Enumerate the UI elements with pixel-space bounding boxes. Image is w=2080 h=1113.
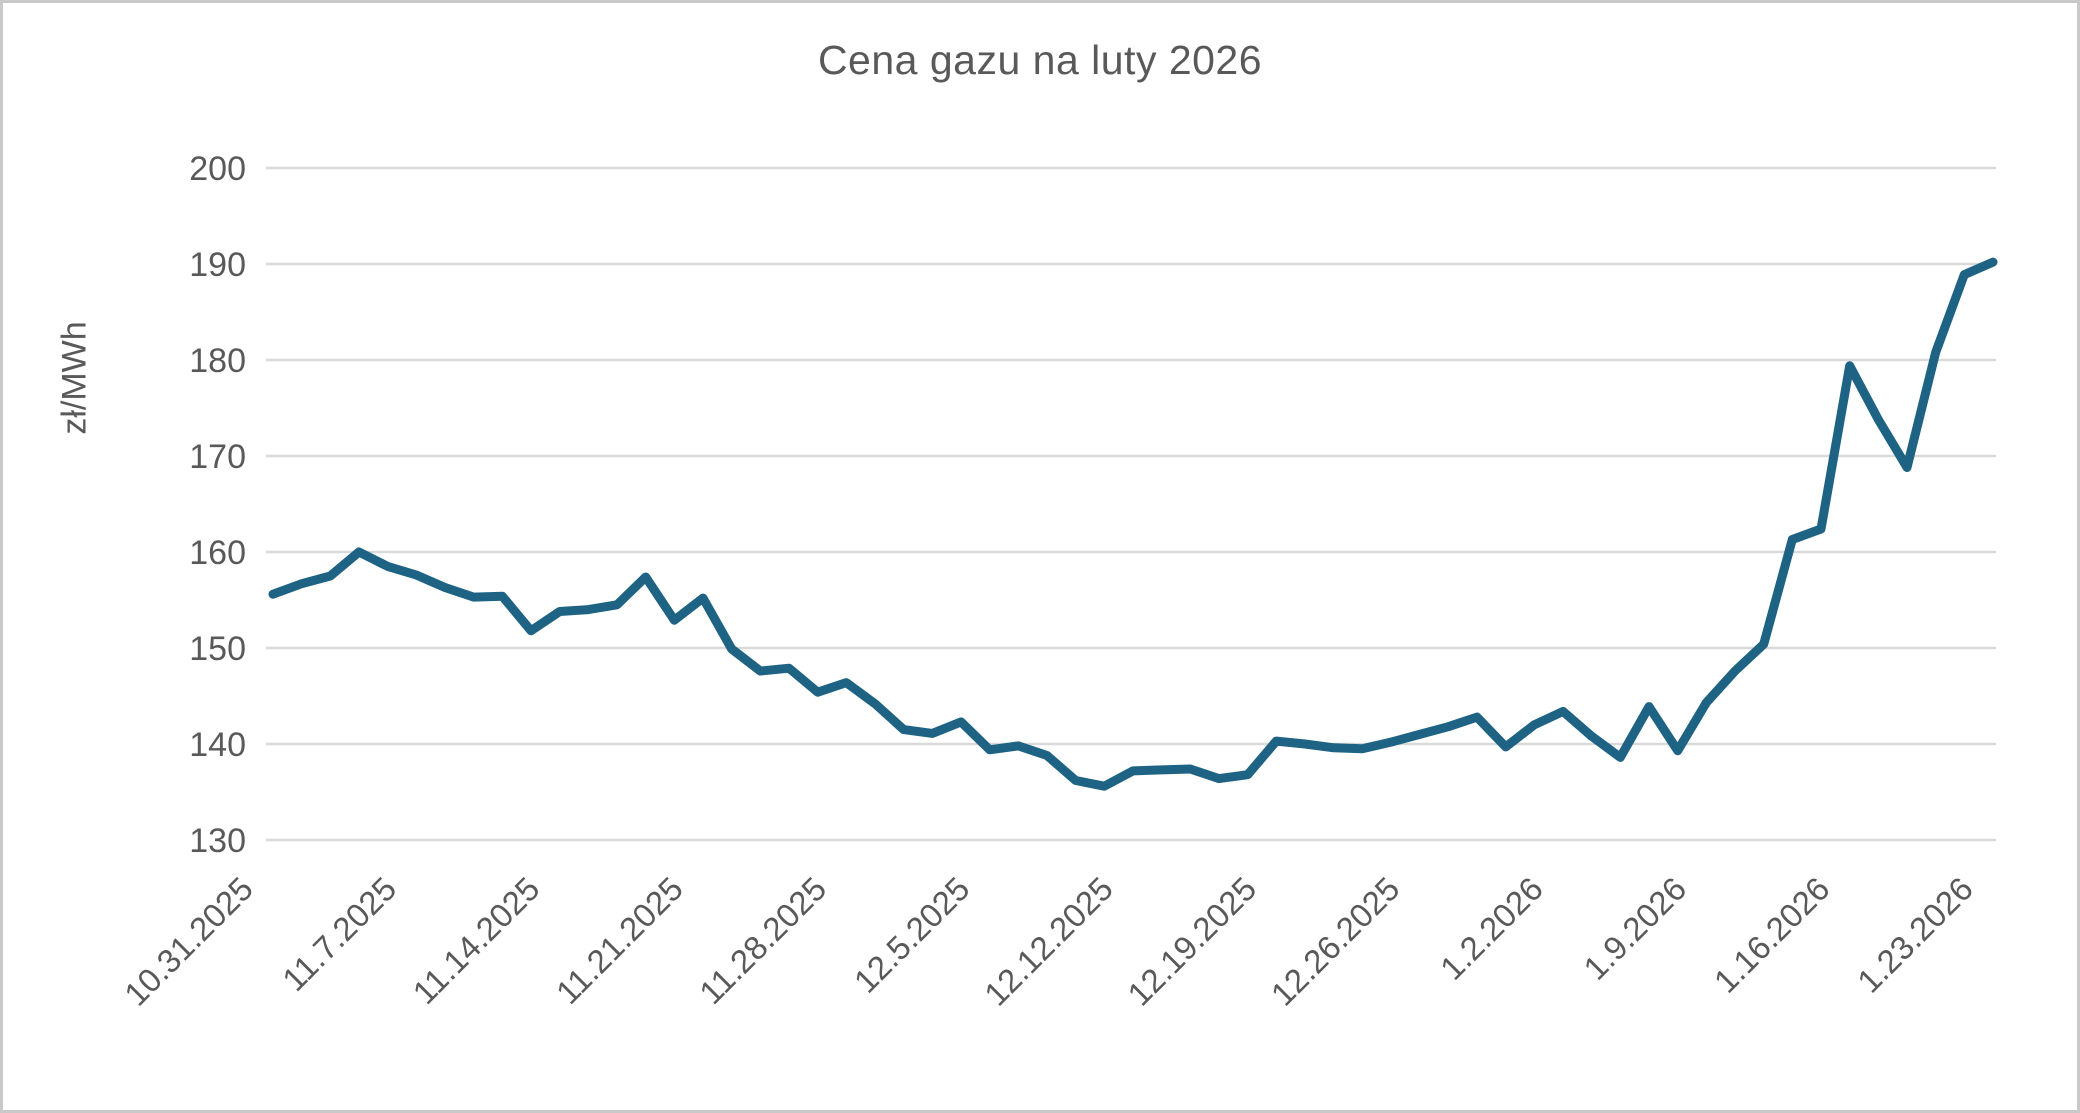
x-tick-label: 1.16.2026 bbox=[1707, 870, 1837, 1000]
y-tick-label: 130 bbox=[189, 822, 246, 860]
y-tick-label: 180 bbox=[189, 342, 246, 380]
x-tick-label: 1.9.2026 bbox=[1576, 870, 1693, 987]
x-tick-label: 11.21.2025 bbox=[549, 870, 690, 1011]
x-tick-label: 12.12.2025 bbox=[977, 870, 1120, 1013]
y-tick-label: 190 bbox=[189, 246, 246, 284]
price-line bbox=[268, 257, 1998, 791]
y-tick-label: 160 bbox=[189, 534, 246, 572]
x-tick-label: 12.19.2025 bbox=[1120, 870, 1263, 1013]
chart-plot-area: 200 190 180 170 160 150 140 130 10.31.2025 11.7.2… bbox=[117, 150, 1998, 1013]
y-tick-label: 140 bbox=[189, 726, 246, 764]
x-tick-label: 12.5.2025 bbox=[847, 870, 977, 1000]
x-tick-label: 11.14.2025 bbox=[405, 870, 546, 1011]
x-tick-label: 10.31.2025 bbox=[117, 870, 260, 1013]
x-tick-label: 1.2.2026 bbox=[1433, 870, 1550, 987]
x-tick-label: 11.28.2025 bbox=[692, 870, 833, 1011]
x-tick-label: 1.23.2026 bbox=[1850, 870, 1980, 1000]
chart-title: Cena gazu na luty 2026 bbox=[817, 37, 1263, 83]
y-tick-label: 150 bbox=[189, 630, 246, 668]
x-tick-label: 12.26.2025 bbox=[1264, 870, 1407, 1013]
x-tick-label: 11.7.2025 bbox=[275, 870, 403, 998]
y-tick-label: 170 bbox=[189, 438, 246, 476]
y-tick-label: 200 bbox=[189, 150, 246, 188]
